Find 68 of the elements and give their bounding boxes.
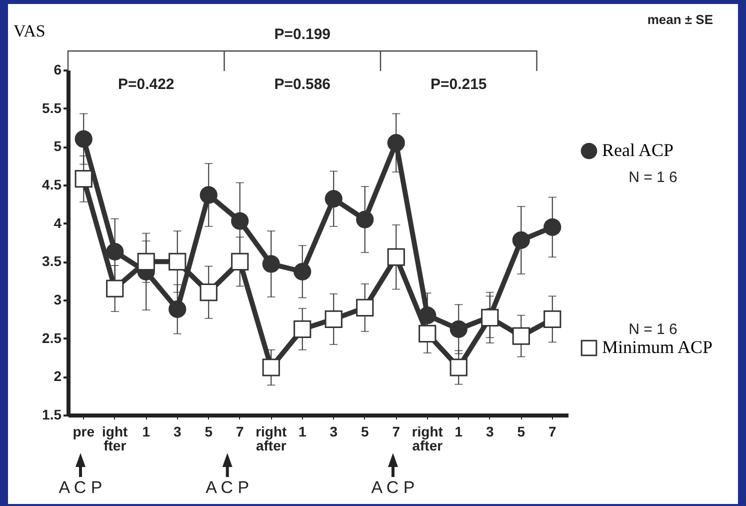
x-tick-label: 7	[236, 424, 244, 440]
point	[74, 170, 92, 188]
legend-label: Real ACP	[602, 140, 674, 160]
point	[168, 252, 186, 270]
x-tick-label: 5	[517, 424, 526, 440]
point	[262, 358, 280, 376]
point	[512, 327, 530, 345]
x-tick-label: 7	[392, 424, 400, 440]
text: A C P	[206, 478, 250, 497]
text: A C P	[371, 478, 415, 497]
y-tick-label: 6	[54, 62, 62, 78]
annotation: P=0.586	[274, 76, 331, 93]
x-tick-label: 3	[173, 424, 182, 440]
text: P=0.199	[274, 26, 331, 43]
point	[450, 358, 468, 376]
y-tick-label: 2.5	[42, 330, 62, 346]
point	[294, 262, 312, 280]
point	[418, 306, 436, 324]
point	[168, 300, 186, 318]
point	[262, 255, 280, 273]
x-tick-label: 3	[486, 424, 494, 440]
x-tick-label: 7	[548, 424, 556, 440]
y-tick-label: 4.5	[42, 176, 62, 192]
y-tick-label: 5.5	[42, 100, 62, 116]
point	[324, 190, 342, 208]
y-tick-label: 3.5	[42, 253, 62, 270]
text: N = 1 6	[628, 321, 678, 338]
point	[418, 324, 436, 343]
point	[74, 130, 92, 148]
legend-label: Minimum ACP	[602, 337, 713, 357]
point	[450, 320, 468, 338]
point	[544, 218, 562, 236]
point	[231, 212, 249, 230]
x-tick-label: right after	[412, 424, 444, 454]
y-tick-label: 2	[54, 368, 62, 384]
x-tick-label: 5	[360, 424, 369, 440]
annotation: P=0.422	[118, 76, 174, 93]
point	[387, 248, 405, 266]
x-tick-label: ight fter	[102, 424, 128, 454]
annotation: P=0.215	[430, 76, 487, 93]
x-tick-label: 1	[298, 424, 306, 440]
x-tick-label: pre	[72, 424, 95, 440]
text: N = 1 6	[628, 169, 678, 186]
point	[512, 231, 530, 249]
x-tick-label: 3	[330, 424, 338, 440]
point	[324, 310, 342, 328]
point	[544, 310, 562, 328]
point	[294, 320, 312, 338]
y-tick-label: 4	[54, 214, 62, 231]
y-tick-label: 3	[54, 292, 62, 308]
y-tick-label: 5	[54, 138, 62, 154]
x-tick-label: 5	[204, 424, 213, 440]
x-tick-label: 1	[142, 424, 150, 440]
y-tick-label: 1.5	[42, 406, 62, 422]
text: A C P	[58, 478, 102, 497]
point	[356, 298, 374, 316]
text: mean ± SE	[647, 12, 714, 27]
point	[231, 252, 249, 270]
point	[106, 280, 124, 298]
point	[200, 186, 218, 204]
point	[387, 134, 405, 152]
point	[356, 210, 374, 228]
point	[106, 242, 124, 260]
point	[200, 284, 218, 302]
x-tick-label: right after	[256, 424, 288, 454]
point	[137, 252, 155, 270]
x-tick-label: 1	[454, 424, 463, 440]
y-axis-title: VAS	[14, 22, 46, 40]
